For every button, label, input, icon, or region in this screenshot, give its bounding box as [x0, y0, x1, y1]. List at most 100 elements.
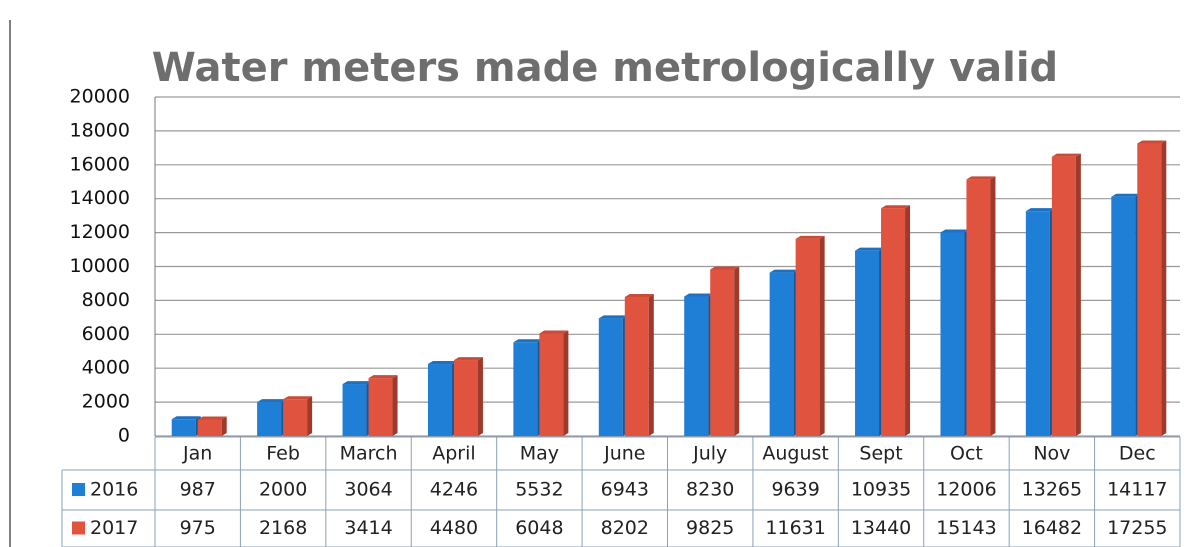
bar-side — [734, 266, 740, 436]
bar-top — [769, 269, 799, 273]
table-value: 987 — [180, 479, 216, 501]
bar — [171, 419, 196, 436]
table-value: 6048 — [515, 517, 563, 539]
table-value: 2000 — [259, 479, 307, 501]
x-tick-label: Dec — [1119, 443, 1156, 465]
bar-side — [990, 176, 996, 436]
bar-top — [257, 399, 287, 403]
bar — [881, 208, 906, 436]
table-value: 6943 — [601, 479, 649, 501]
table-value: 13440 — [851, 517, 911, 539]
bar — [598, 318, 623, 436]
x-tick-label: May — [520, 443, 559, 465]
bar — [795, 238, 820, 436]
table-value: 9639 — [771, 479, 819, 501]
bar-top — [368, 375, 398, 379]
table-value: 8202 — [601, 517, 649, 539]
x-tick-label: Oct — [950, 443, 983, 465]
x-tick-label: Nov — [1033, 443, 1070, 465]
table-value: 9825 — [686, 517, 734, 539]
bar-top — [1111, 193, 1141, 197]
bar-top — [795, 235, 825, 239]
y-tick-label: 8000 — [82, 289, 130, 311]
bar-top — [539, 330, 569, 334]
bar — [684, 296, 709, 436]
bar — [1137, 143, 1162, 436]
y-tick-label: 20000 — [70, 86, 130, 108]
bar-top — [1137, 140, 1167, 144]
bar-top — [684, 293, 714, 297]
y-tick-label: 12000 — [70, 221, 130, 243]
bar — [769, 272, 794, 436]
bar-top — [453, 357, 483, 361]
bar — [1051, 156, 1076, 436]
bar — [197, 419, 222, 436]
table-value: 3414 — [344, 517, 392, 539]
y-tick-label: 10000 — [70, 255, 130, 277]
bar — [368, 378, 393, 436]
bar-top — [513, 339, 543, 343]
bar-side — [1161, 140, 1167, 436]
table-value: 2168 — [259, 517, 307, 539]
bar-side — [477, 357, 483, 436]
table-value: 16482 — [1022, 517, 1082, 539]
x-tick-label: Jan — [182, 443, 212, 465]
bar — [855, 250, 880, 436]
legend-label: 2017 — [90, 517, 138, 539]
bar — [624, 296, 649, 436]
bar-top — [598, 315, 628, 319]
y-tick-label: 16000 — [70, 153, 130, 175]
y-tick-label: 4000 — [82, 357, 130, 379]
table-value: 12006 — [936, 479, 996, 501]
table-value: 5532 — [515, 479, 563, 501]
bar-top — [427, 361, 457, 365]
x-tick-label: July — [692, 443, 727, 465]
bar-top — [624, 293, 654, 297]
table-value: 4480 — [430, 517, 478, 539]
y-tick-label: 2000 — [82, 391, 130, 413]
bar-top — [710, 266, 740, 270]
bar-side — [819, 235, 825, 436]
bar — [1025, 211, 1050, 436]
bar — [342, 384, 367, 436]
bar — [513, 342, 538, 436]
table-value: 17255 — [1107, 517, 1167, 539]
table-value: 13265 — [1022, 479, 1082, 501]
bar-side — [1075, 153, 1081, 436]
table-value: 3064 — [344, 479, 392, 501]
x-tick-label: Feb — [266, 443, 300, 465]
table-value: 14117 — [1107, 479, 1167, 501]
y-tick-label: 0 — [118, 425, 130, 447]
bar — [539, 333, 564, 436]
bar-top — [966, 176, 996, 180]
bar — [710, 269, 735, 436]
bar-top — [1051, 153, 1081, 157]
bar-side — [905, 205, 911, 436]
table-value: 4246 — [430, 479, 478, 501]
bar — [940, 232, 965, 436]
bar-top — [171, 416, 201, 420]
bar-side — [563, 330, 569, 436]
bar-top — [881, 205, 911, 209]
table-value: 975 — [180, 517, 216, 539]
bar — [453, 360, 478, 436]
bar-top — [342, 381, 372, 385]
legend-key — [72, 483, 85, 496]
bar — [283, 399, 308, 436]
table-value: 8230 — [686, 479, 734, 501]
bar-top — [855, 247, 885, 251]
table-value: 10935 — [851, 479, 911, 501]
x-tick-label: April — [432, 443, 475, 465]
bar — [257, 402, 282, 436]
x-tick-label: June — [603, 443, 645, 465]
y-tick-label: 6000 — [82, 323, 130, 345]
bar-top — [197, 416, 227, 420]
x-tick-label: March — [340, 443, 398, 465]
legend-key — [72, 521, 85, 535]
chart-title: Water meters made metrologically valid — [152, 45, 1058, 91]
bar-side — [221, 416, 227, 436]
bar — [427, 364, 452, 436]
bar-top — [940, 229, 970, 233]
bar-side — [648, 293, 654, 436]
